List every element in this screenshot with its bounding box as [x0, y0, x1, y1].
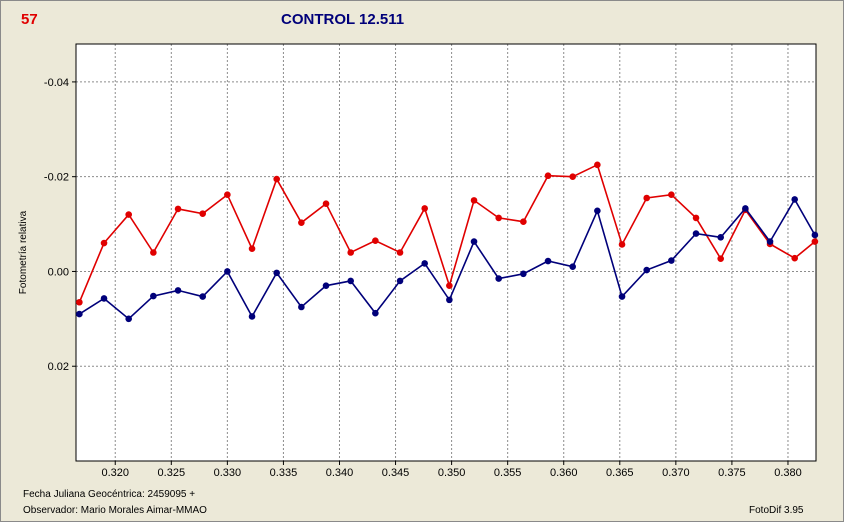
julian-date-label: Fecha Juliana Geocéntrica: 2459095 + [23, 489, 196, 500]
series-2-point [668, 257, 675, 264]
series-2-point [150, 292, 157, 300]
series-2-point [322, 282, 330, 289]
y-tick-label: -0.04 [44, 77, 69, 89]
series-2-point [811, 231, 819, 239]
series-1-point [100, 239, 108, 247]
series-1-point [569, 173, 576, 180]
series-2-point [618, 293, 626, 300]
y-tick-label: 0.02 [48, 361, 69, 373]
series-1-point [643, 194, 650, 202]
series-2-point [125, 315, 132, 323]
series-1-point [125, 211, 132, 218]
series-2-point [742, 205, 749, 212]
series-1-point [322, 200, 330, 207]
series-2-point [692, 230, 700, 237]
series-1-point [421, 205, 428, 212]
series-1-point [811, 238, 819, 245]
series-2-point [396, 277, 404, 285]
series-1-point [717, 255, 724, 262]
series-1-point [174, 205, 182, 213]
series-2-point [495, 275, 502, 282]
series-1-point [470, 197, 478, 204]
x-tick-label: 0.355 [494, 467, 522, 479]
series-2-point [594, 207, 601, 215]
series-2-point [224, 268, 231, 275]
series-2-point [643, 266, 650, 274]
x-tick-label: 0.360 [550, 467, 578, 479]
x-tick-label: 0.320 [101, 467, 129, 479]
series-2-point [76, 310, 83, 318]
x-tick-label: 0.335 [270, 467, 298, 479]
series-2-point [569, 263, 576, 271]
x-tick-label: 0.375 [718, 467, 746, 479]
series-2-point [174, 287, 182, 294]
series-1-point [150, 249, 157, 256]
plot-frame [75, 43, 817, 462]
series-1-point [396, 249, 404, 256]
series-2-point [273, 269, 280, 277]
series-2-point [298, 303, 305, 311]
series-1-point [594, 161, 601, 169]
series-1-point [273, 175, 280, 183]
series-1-point [791, 254, 798, 262]
series-1-point [347, 249, 354, 256]
series-2-point [100, 295, 108, 302]
series-1-point [520, 218, 527, 225]
y-axis-label: Fotometría relativa [18, 210, 29, 294]
object-number: 57 [21, 11, 38, 28]
series-2-point [446, 296, 453, 304]
series-1-point [224, 191, 231, 198]
x-tick-label: 0.380 [774, 467, 802, 479]
series-2-point [544, 257, 552, 265]
series-1-point [495, 214, 502, 222]
y-tick-label: -0.02 [44, 172, 69, 184]
series-1-point [298, 219, 305, 226]
y-tick-label: 0.00 [48, 266, 69, 278]
series-1-point [76, 298, 83, 306]
series-1-point [248, 245, 256, 253]
series-2-point [791, 196, 798, 203]
series-2-point [520, 270, 527, 278]
series-1-point [199, 210, 206, 217]
series-2-point [766, 238, 774, 245]
chart-title: CONTROL 12.511 [281, 11, 405, 28]
x-tick-label: 0.340 [326, 467, 354, 479]
plot-area [76, 44, 816, 461]
observer-label: Observador: Mario Morales Aimar-MMAO [23, 505, 207, 516]
series-2-point [372, 309, 379, 317]
series-2-point [717, 234, 724, 241]
x-tick-label: 0.330 [214, 467, 242, 479]
x-tick-label: 0.350 [438, 467, 466, 479]
x-tick-label: 0.370 [662, 467, 690, 479]
series-1-point [372, 237, 379, 244]
series-2-point [199, 293, 206, 300]
series-1-point [668, 191, 675, 198]
x-tick-label: 0.325 [158, 467, 186, 479]
series-2-point [421, 260, 428, 267]
series-2-point [347, 277, 354, 285]
series-2-point [248, 313, 256, 320]
x-tick-label: 0.345 [382, 467, 410, 479]
series-2-point [470, 238, 478, 245]
series-1-point [446, 282, 453, 289]
series-1-point [692, 214, 700, 222]
series-1-point [544, 172, 552, 180]
series-1-point [618, 241, 626, 248]
x-tick-label: 0.365 [606, 467, 634, 479]
version-label: FotoDif 3.95 [749, 505, 804, 516]
